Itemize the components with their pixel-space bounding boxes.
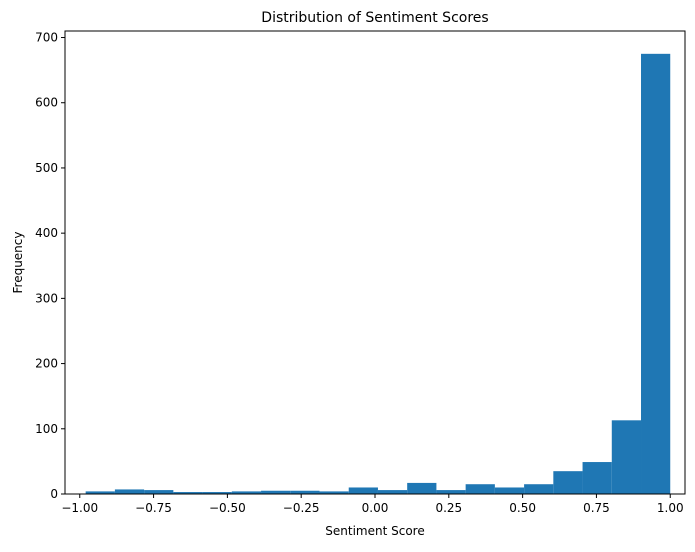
histogram-bar (436, 490, 466, 494)
histogram-bar (553, 471, 583, 494)
histogram-bar (524, 484, 554, 494)
histogram-bar (231, 491, 262, 494)
histogram-bar (611, 420, 642, 494)
x-tick-label: 0.00 (362, 501, 389, 515)
y-tick-label: 400 (35, 226, 58, 240)
y-tick-label: 100 (35, 422, 58, 436)
histogram-bar (202, 492, 232, 494)
histogram-bar (348, 487, 378, 494)
y-axis-label: Frequency (11, 232, 25, 294)
histogram-bar (85, 491, 115, 494)
histogram-bar (494, 487, 525, 494)
histogram-bar (114, 489, 145, 494)
histogram-bar (290, 490, 320, 494)
histogram-bar (582, 462, 612, 494)
histogram-bar (407, 482, 437, 494)
bars-group (85, 53, 671, 494)
y-tick-label: 500 (35, 161, 58, 175)
y-tick-label: 0 (50, 487, 58, 501)
x-tick-label: 0.50 (509, 501, 536, 515)
x-tick-label: 0.25 (435, 501, 462, 515)
histogram-bar (377, 490, 408, 494)
histogram-bar (144, 490, 174, 494)
histogram-bar (641, 53, 671, 494)
histogram-bar (173, 492, 203, 494)
chart-title: Distribution of Sentiment Scores (261, 10, 488, 26)
histogram-bar (319, 491, 349, 494)
histogram-bar (465, 484, 495, 494)
y-axis-ticks: 0 100 200 300 400 500 600 700 (35, 31, 65, 501)
y-tick-label: 700 (35, 31, 58, 45)
x-tick-label: −0.25 (283, 501, 320, 515)
plot-frame (64, 30, 686, 495)
y-tick-label: 200 (35, 357, 58, 371)
x-tick-label: −0.50 (209, 501, 246, 515)
y-tick-label: 600 (35, 96, 58, 110)
histogram-bar (261, 490, 291, 494)
x-axis-label: Sentiment Score (325, 524, 424, 538)
x-tick-label: −1.00 (61, 501, 98, 515)
x-tick-label: 1.00 (657, 501, 684, 515)
x-axis-ticks: −1.00 −0.75 −0.50 −0.25 0.00 0.25 0.50 0.75 1.00 (61, 494, 684, 515)
x-tick-label: −0.75 (135, 501, 172, 515)
x-tick-label: 0.75 (583, 501, 610, 515)
y-tick-label: 300 (35, 291, 58, 305)
